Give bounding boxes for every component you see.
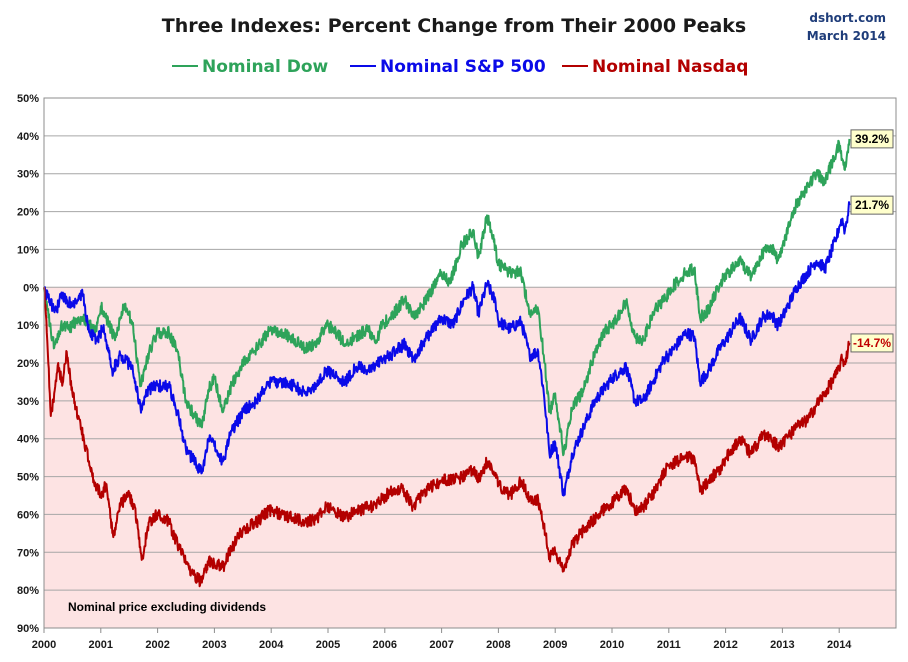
x-tick-label: 2013 bbox=[770, 639, 794, 651]
end-label-text: 39.2% bbox=[855, 132, 889, 146]
y-tick-label: 10% bbox=[17, 244, 39, 256]
y-tick-label: 90% bbox=[17, 623, 39, 635]
y-tick-label: 20% bbox=[17, 358, 39, 370]
plot-border bbox=[43, 97, 897, 629]
y-tick-label: 60% bbox=[17, 509, 39, 521]
y-tick-label: 80% bbox=[17, 585, 39, 597]
x-tick-label: 2006 bbox=[373, 639, 397, 651]
end-label-text: 21.7% bbox=[855, 198, 889, 212]
chart-source: dshort.com bbox=[809, 11, 886, 25]
x-tick-label: 2011 bbox=[657, 639, 681, 651]
x-tick-label: 2005 bbox=[316, 639, 340, 651]
x-tick-label: 2004 bbox=[259, 639, 284, 651]
end-label-box bbox=[850, 333, 894, 353]
x-tick-label: 2000 bbox=[32, 639, 56, 651]
end-labels: 39.2% 21.7% -14.7% bbox=[850, 129, 894, 353]
y-tick-label: 50% bbox=[17, 472, 39, 484]
x-tick-label: 2008 bbox=[486, 639, 510, 651]
y-tick-label: 10% bbox=[17, 320, 39, 332]
y-tick-label: 30% bbox=[17, 396, 39, 408]
legend-label: Nominal Dow bbox=[202, 57, 329, 77]
x-tick-label: 2001 bbox=[89, 639, 113, 651]
series-line-1 bbox=[43, 138, 851, 457]
grid-lines bbox=[44, 97, 896, 629]
end-label-box bbox=[850, 195, 894, 215]
y-tick-label: 70% bbox=[17, 547, 39, 559]
y-tick-label: 40% bbox=[17, 131, 39, 143]
end-label-box bbox=[850, 129, 894, 149]
series-line-3 bbox=[43, 287, 851, 588]
negative-region-shading bbox=[44, 287, 896, 628]
y-axis: 50% 40% 30% 20% 10% 0% 10% 20% 30% 40% 50% 60% 70% 80… bbox=[17, 93, 39, 635]
y-tick-label: 40% bbox=[17, 434, 39, 446]
legend-label: Nominal S&P 500 bbox=[380, 57, 546, 77]
x-tick-label: 2012 bbox=[713, 639, 737, 651]
y-tick-label: 20% bbox=[17, 207, 39, 219]
series-layer bbox=[43, 138, 851, 588]
x-tick-label: 2014 bbox=[827, 639, 852, 651]
x-tick-label: 2002 bbox=[145, 639, 169, 651]
x-tick-label: 2007 bbox=[429, 639, 453, 651]
y-tick-label: 0% bbox=[23, 282, 39, 294]
x-axis: 2000 2001 2002 2003 2004 2005 2006 2007 2008 2009… bbox=[32, 628, 852, 651]
chart-date-label: March 2014 bbox=[807, 29, 886, 43]
y-tick-label: 50% bbox=[17, 93, 39, 105]
x-tick-label: 2009 bbox=[543, 639, 567, 651]
x-tick-label: 2003 bbox=[202, 639, 226, 651]
chart-title: Three Indexes: Percent Change from Their… bbox=[162, 15, 747, 37]
y-tick-label: 30% bbox=[17, 169, 39, 181]
chart-note: Nominal price excluding dividends bbox=[68, 600, 266, 614]
legend-label: Nominal Nasdaq bbox=[592, 57, 748, 77]
series-line-2 bbox=[43, 201, 851, 497]
chart-legend: Nominal Dow Nominal S&P 500 Nominal Nasdaq bbox=[172, 57, 748, 77]
end-label-text: -14.7% bbox=[853, 336, 891, 350]
x-tick-label: 2010 bbox=[600, 639, 624, 651]
